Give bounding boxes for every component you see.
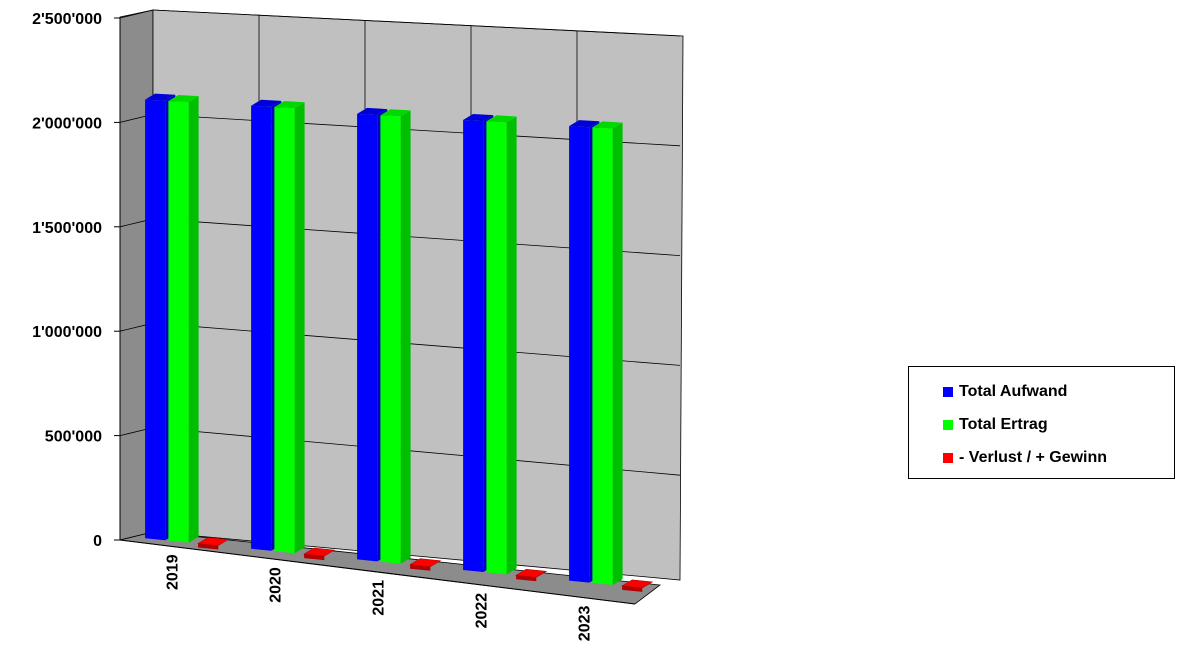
bar: [592, 127, 613, 586]
bar: [145, 99, 166, 541]
bar: [463, 120, 484, 572]
bar: [251, 105, 272, 551]
bar-top: [569, 120, 600, 128]
bar: [380, 115, 401, 564]
legend-swatch-total-ertrag: [943, 419, 953, 430]
x-tick-label: 2020: [268, 567, 285, 603]
x-axis-line: [119, 539, 636, 605]
gridline-side: [119, 9, 154, 19]
legend-label: Total Aufwand: [959, 382, 1068, 400]
y-tick-label: 0: [93, 533, 102, 550]
y-tick-label: 1'000'000: [32, 324, 102, 341]
y-tick-label: 2'000'000: [32, 115, 102, 132]
gridline: [152, 9, 681, 37]
x-tick-label: 2022: [474, 593, 491, 629]
bar: [274, 107, 295, 554]
x-tick-label: 2019: [165, 554, 182, 590]
bar-side: [304, 554, 325, 561]
legend-item-verlust-gewinn: - Verlust / + Gewinn: [909, 441, 1174, 474]
legend-item-total-ertrag: Total Ertrag: [909, 408, 1174, 441]
y-tick-label: 2'500'000: [32, 11, 102, 28]
bar-top: [463, 114, 494, 122]
x-tick-label: 2021: [371, 580, 388, 616]
bar-side: [198, 543, 219, 550]
legend-swatch-verlust-gewinn: [943, 452, 953, 463]
bar: [569, 126, 590, 583]
bar-side: [400, 110, 411, 564]
bar: [486, 121, 507, 575]
bar-side: [516, 575, 537, 582]
bar: [357, 113, 378, 562]
x-axis-ticks: 2019 2020 2021 2022 2023: [119, 539, 636, 641]
bars: [145, 93, 654, 592]
legend-swatch-total-aufwand: [943, 386, 953, 397]
legend-label: - Verlust / + Gewinn: [959, 448, 1108, 466]
y-axis-ticks: 0 500'000 1'000'000 1'500'000 2'000'000 2'500…: [32, 11, 121, 550]
y-tick-label: 1'500'000: [32, 220, 102, 237]
bar-side: [622, 585, 643, 592]
bar-top: [251, 99, 282, 107]
bar-side: [188, 96, 199, 543]
legend-item-total-aufwand: Total Aufwand: [909, 375, 1174, 408]
legend-label: Total Ertrag: [959, 415, 1048, 433]
bar-top: [380, 109, 411, 117]
bar-top: [592, 121, 623, 129]
y-tick-label: 500'000: [45, 429, 102, 446]
bar-top: [274, 101, 305, 109]
bar-top: [168, 95, 199, 103]
bar-top: [145, 93, 176, 101]
bar: [168, 101, 189, 543]
x-tick-label: 2023: [577, 605, 594, 641]
bar-side: [294, 102, 305, 554]
legend: Total Aufwand Total Ertrag - Verlust / +…: [908, 366, 1175, 479]
bar-top: [357, 107, 388, 116]
bar-side: [410, 564, 431, 571]
bar-top: [486, 115, 517, 123]
bar-side: [506, 116, 517, 575]
bar-side: [612, 122, 623, 585]
